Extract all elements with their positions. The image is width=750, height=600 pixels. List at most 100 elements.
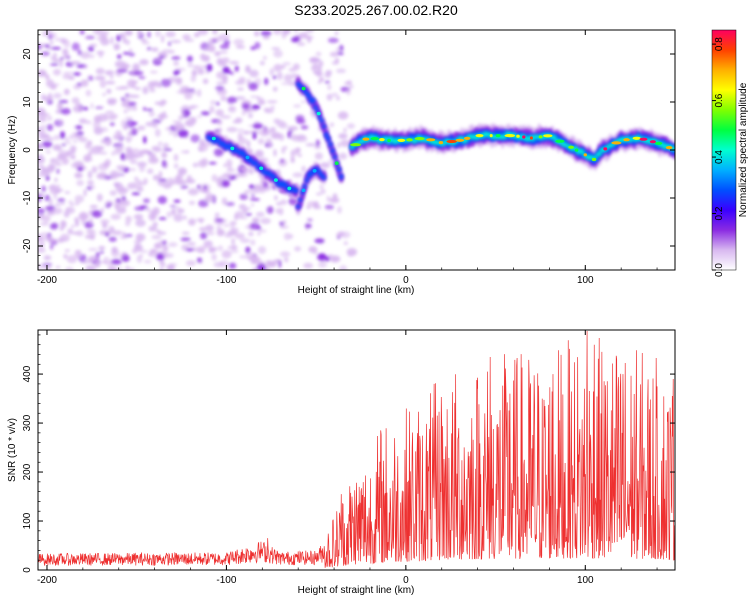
y-tick-label: 100 xyxy=(22,512,33,529)
noise-blob xyxy=(300,125,309,130)
noise-blob xyxy=(143,260,152,264)
noise-blob xyxy=(326,195,330,202)
noise-blob xyxy=(199,227,207,232)
noise-blob xyxy=(180,150,186,154)
noise-blob xyxy=(71,224,75,228)
noise-blob xyxy=(113,174,121,178)
noise-blob xyxy=(272,75,277,80)
noise-blob xyxy=(124,116,133,120)
noise-blob xyxy=(250,95,258,99)
noise-blob xyxy=(445,56,450,59)
noise-blob xyxy=(669,234,674,237)
noise-blob xyxy=(223,163,227,167)
colorbar-tick-label: 0.8 xyxy=(714,37,725,51)
noise-blob xyxy=(70,162,80,169)
noise-blob xyxy=(279,225,289,229)
noise-blob xyxy=(188,200,196,205)
noise-blob xyxy=(184,93,193,100)
noise-blob xyxy=(222,173,234,178)
noise-blob xyxy=(180,185,189,189)
ridge-mark xyxy=(317,114,323,120)
noise-blob xyxy=(200,111,211,116)
noise-blob xyxy=(220,57,230,65)
noise-blob xyxy=(171,56,181,61)
noise-blob xyxy=(79,30,85,35)
noise-blob xyxy=(134,176,138,180)
noise-blob xyxy=(260,217,271,225)
noise-blob xyxy=(313,146,322,150)
noise-blob xyxy=(198,199,209,208)
noise-blob xyxy=(115,146,125,151)
noise-blob xyxy=(213,148,224,157)
noise-blob xyxy=(647,236,650,239)
hot-spot xyxy=(397,138,406,142)
noise-blob xyxy=(160,78,172,88)
noise-blob xyxy=(219,44,230,50)
noise-blob xyxy=(290,149,300,156)
noise-blob xyxy=(240,238,251,244)
noise-blob xyxy=(162,253,174,258)
noise-blob xyxy=(85,265,96,270)
noise-blob xyxy=(67,228,74,235)
noise-blob xyxy=(78,212,89,221)
ridge-mark xyxy=(332,154,338,160)
noise-blob xyxy=(229,71,234,75)
hot-spot xyxy=(334,161,339,165)
noise-blob xyxy=(123,109,128,114)
colorbar-label: Normalized spectral amplitude xyxy=(738,82,749,217)
noise-blob xyxy=(237,87,245,91)
noise-blob xyxy=(293,30,299,33)
noise-blob xyxy=(111,249,120,258)
noise-blob xyxy=(245,246,251,254)
noise-blob xyxy=(514,75,519,78)
noise-blob xyxy=(270,105,275,110)
noise-blob xyxy=(337,52,344,55)
noise-blob xyxy=(221,230,226,234)
noise-blob xyxy=(169,205,177,208)
noise-blob xyxy=(221,179,231,188)
noise-blob xyxy=(218,245,223,252)
noise-blob xyxy=(165,31,176,38)
noise-blob xyxy=(476,94,479,97)
noise-blob xyxy=(104,139,112,146)
noise-blob xyxy=(157,141,163,147)
noise-blob xyxy=(220,95,228,102)
noise-blob xyxy=(120,152,125,161)
noise-blob xyxy=(278,260,282,269)
noise-blob xyxy=(161,159,167,168)
noise-blob xyxy=(140,250,148,253)
noise-blob xyxy=(670,221,674,223)
noise-blob xyxy=(110,36,114,45)
noise-blob xyxy=(263,56,267,60)
noise-blob xyxy=(151,235,162,240)
noise-blob xyxy=(216,228,225,237)
noise-blob xyxy=(554,108,558,112)
hot-spot xyxy=(438,141,444,145)
noise-blob xyxy=(109,190,117,196)
noise-blob xyxy=(224,232,233,238)
noise-blob xyxy=(252,267,258,270)
noise-blob xyxy=(136,161,147,168)
noise-blob xyxy=(250,222,261,230)
noise-blob xyxy=(301,100,306,104)
hot-spot xyxy=(362,137,370,141)
noise-blob xyxy=(89,229,97,238)
noise-blob xyxy=(73,139,78,143)
noise-blob xyxy=(125,265,129,270)
snr-y-ticks: 0 100 200 300 400 xyxy=(22,334,675,573)
noise-blob xyxy=(290,73,299,79)
noise-blob xyxy=(248,113,253,119)
noise-blob xyxy=(116,68,128,73)
noise-blob xyxy=(99,127,109,132)
noise-blob xyxy=(112,230,123,236)
noise-blob xyxy=(148,226,158,231)
noise-blob xyxy=(337,206,342,214)
noise-blob xyxy=(145,207,151,212)
noise-blob xyxy=(173,153,179,162)
noise-blob xyxy=(273,64,283,72)
noise-blob xyxy=(48,235,52,241)
noise-blob xyxy=(104,158,112,167)
noise-blob xyxy=(208,45,216,53)
spectrogram-marks xyxy=(38,30,675,270)
noise-blob xyxy=(211,174,218,182)
